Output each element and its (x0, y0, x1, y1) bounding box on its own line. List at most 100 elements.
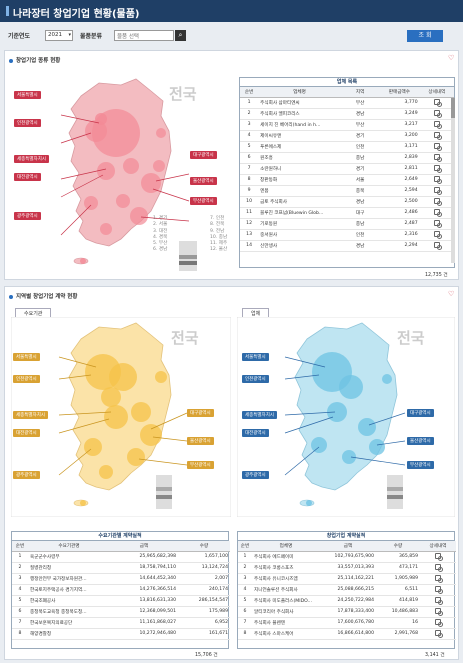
col-agency[interactable]: 수요기관명 (28, 541, 110, 552)
region-tag-daejeon[interactable]: 대전광역시 (14, 173, 41, 181)
table-row[interactable]: 6 알티코리아 주식회사 17,878,333,400 10,486,883 (238, 606, 456, 618)
detail-search-icon[interactable] (433, 176, 442, 184)
table-row[interactable]: 8 주식회사 스마스케어 16,866,614,800 2,991,768 (238, 628, 456, 640)
col-detail[interactable]: 상세내역 (420, 541, 456, 552)
detail-search-icon[interactable] (433, 132, 442, 140)
table-row[interactable]: 9 엔봄 충북 2,594 (240, 185, 454, 197)
table-row[interactable]: 6 충청북도교육청 충청북도청... 12,368,099,501 175,989 (12, 606, 230, 618)
favorite-icon[interactable]: ♡ (448, 54, 455, 62)
col-quantity[interactable]: 수량 (376, 541, 420, 552)
year-select[interactable]: 2021 ▾ (45, 30, 73, 41)
region-tag-gwangju[interactable]: 광주광역시 (13, 471, 40, 479)
table-row[interactable]: 4 지니언솔루션 주식회사 25,088,666,215 6,511 (238, 584, 456, 596)
region-tag-daegu[interactable]: 대구광역시 (187, 409, 214, 417)
col-sales[interactable]: 판매금액수 (379, 87, 420, 98)
table-row[interactable]: 14 신만생사 경남 2,294 (240, 240, 454, 252)
table-row[interactable]: 2 질병관리청 18,758,794,110 13,124,724 (12, 562, 230, 574)
table-row[interactable]: 13 중서원사 인천 2,316 (240, 229, 454, 241)
tab-demand-agency[interactable]: 수요기관 (15, 308, 52, 318)
detail-search-icon[interactable] (435, 553, 443, 561)
table-row[interactable]: 3 주식회사 유니코시즈엠 25,114,162,221 1,905,989 (238, 573, 456, 585)
col-index[interactable]: 순번 (238, 541, 252, 552)
table-row[interactable]: 1 주식회사 삼마티엔씨 부산 3,770 (240, 97, 454, 109)
detail-search-icon[interactable] (435, 564, 443, 572)
detail-search-icon[interactable] (435, 619, 443, 627)
region-tag-ulsan[interactable]: 울산광역시 (187, 437, 214, 445)
table-row[interactable]: 11 블루진 코프넘(Bluewin Glob... 대구 2,486 (240, 207, 454, 219)
detail-search-icon[interactable] (435, 586, 443, 594)
region-tag-busan[interactable]: 부산광역시 (407, 461, 434, 469)
region-tag-incheon[interactable]: 인천광역시 (14, 119, 41, 127)
region-tag-seoul[interactable]: 서울특별시 (14, 91, 41, 99)
col-company[interactable]: 업체명 (258, 87, 341, 98)
col-amount[interactable]: 금액 (320, 541, 376, 552)
table-row[interactable]: 10 금토 주식회사 경남 2,500 (240, 196, 454, 208)
detail-search-icon[interactable] (433, 220, 442, 228)
region-tag-seoul[interactable]: 서울특별시 (13, 353, 40, 361)
table-row[interactable]: 1 주식회사 에드페이미 102,793,675,900 365,859 (238, 551, 456, 563)
table-row[interactable]: 7 소란원하니 경기 2,811 (240, 163, 454, 175)
search-button[interactable]: 조 회 (407, 30, 443, 42)
detail-search-icon[interactable] (435, 597, 443, 605)
col-detail[interactable]: 상세내역 (419, 87, 454, 98)
table-row[interactable]: 8 창판동화 서울 2,649 (240, 174, 454, 186)
table-row[interactable]: 7 주식회사 플렌텐 17,600,676,780 16 (238, 617, 456, 629)
region-tag-daegu[interactable]: 대구광역시 (190, 151, 217, 159)
region-tag-incheon[interactable]: 인천광역시 (242, 375, 269, 383)
table-row[interactable]: 2 주식회사 코롱스포츠 33,557,013,393 473,171 (238, 562, 456, 574)
table-row[interactable]: 5 주식회사 미도플러스(MIDO... 24,250,722,984 414,819 (238, 595, 456, 607)
table-row[interactable]: 4 제이씨유앤 경기 3,200 (240, 130, 454, 142)
region-tag-gwangju[interactable]: 광주광역시 (242, 471, 269, 479)
col-index[interactable]: 순번 (12, 541, 28, 552)
detail-search-icon[interactable] (433, 154, 442, 162)
col-quantity[interactable]: 수량 (178, 541, 230, 552)
table-row[interactable]: 3 행정안전부 국가정보자원관... 14,644,452,340 2,007 (12, 573, 230, 585)
table-row[interactable]: 12 기로동원 충남 2,487 (240, 218, 454, 230)
scrollbar[interactable] (451, 98, 455, 263)
col-index[interactable]: 순번 (240, 87, 259, 98)
region-tag-ulsan[interactable]: 울산광역시 (190, 177, 217, 185)
col-region[interactable]: 지역 (340, 87, 380, 98)
table-row[interactable]: 1 육군군수사령부 25,965,682,398 1,657,100 (12, 551, 230, 563)
table-row[interactable]: 5 한국조폐공사 13,816,631,330 286,154,547 (12, 595, 230, 607)
region-tag-busan[interactable]: 부산광역시 (187, 461, 214, 469)
table-row[interactable]: 8 해양경찰청 10,272,946,480 161,671 (12, 628, 230, 640)
detail-search-icon[interactable] (433, 198, 442, 206)
detail-search-icon[interactable] (433, 99, 442, 107)
detail-search-icon[interactable] (433, 187, 442, 195)
table-row[interactable]: 7 한국보훈복지의료공단 11,161,868,027 6,952 (12, 617, 230, 629)
region-tag-seoul[interactable]: 서울특별시 (242, 353, 269, 361)
detail-search-icon[interactable] (433, 121, 442, 129)
region-tag-daegu[interactable]: 대구광역시 (407, 409, 434, 417)
detail-search-icon[interactable] (433, 165, 442, 173)
detail-cell (419, 207, 454, 219)
detail-search-icon[interactable] (435, 630, 443, 638)
detail-search-icon[interactable] (435, 575, 443, 583)
favorite-icon[interactable]: ♡ (448, 290, 455, 298)
region-tag-sejong[interactable]: 세종특별자치시 (242, 411, 277, 419)
region-tag-sejong[interactable]: 세종특별자치시 (13, 411, 48, 419)
table-row[interactable]: 5 푸른에스제 인천 3,171 (240, 141, 454, 153)
table-row[interactable]: 4 한국토지주택공사 경기지역... 14,276,366,514 240,174 (12, 584, 230, 596)
table-row[interactable]: 3 세이지 진 베어리(hand in h... 부산 3,217 (240, 119, 454, 131)
detail-search-icon[interactable] (433, 110, 442, 118)
region-tag-sejong[interactable]: 세종특별자치시 (14, 155, 49, 163)
region-tag-gwangju[interactable]: 광주광역시 (14, 212, 41, 220)
tab-company[interactable]: 업체 (242, 308, 270, 318)
detail-search-icon[interactable] (433, 231, 442, 239)
table-row[interactable]: 6 원조흥 충남 2,839 (240, 152, 454, 164)
region-tag-daejeon[interactable]: 대전광역시 (13, 429, 40, 437)
detail-search-icon[interactable] (433, 209, 442, 217)
detail-search-icon[interactable] (433, 143, 442, 151)
region-tag-busan[interactable]: 부산광역시 (190, 197, 217, 205)
table-row[interactable]: 2 주식회사 엘피코리스 경남 3,249 (240, 108, 454, 120)
region-tag-incheon[interactable]: 인천광역시 (13, 375, 40, 383)
detail-search-icon[interactable] (435, 608, 443, 616)
detail-search-icon[interactable] (433, 242, 442, 250)
col-amount[interactable]: 금액 (110, 541, 178, 552)
category-input[interactable]: 물품 선택 (114, 30, 174, 41)
region-tag-ulsan[interactable]: 울산광역시 (407, 437, 434, 445)
col-company[interactable]: 업체명 (252, 541, 320, 552)
region-tag-daejeon[interactable]: 대전광역시 (242, 429, 269, 437)
search-icon[interactable]: ⌕ (175, 30, 186, 41)
